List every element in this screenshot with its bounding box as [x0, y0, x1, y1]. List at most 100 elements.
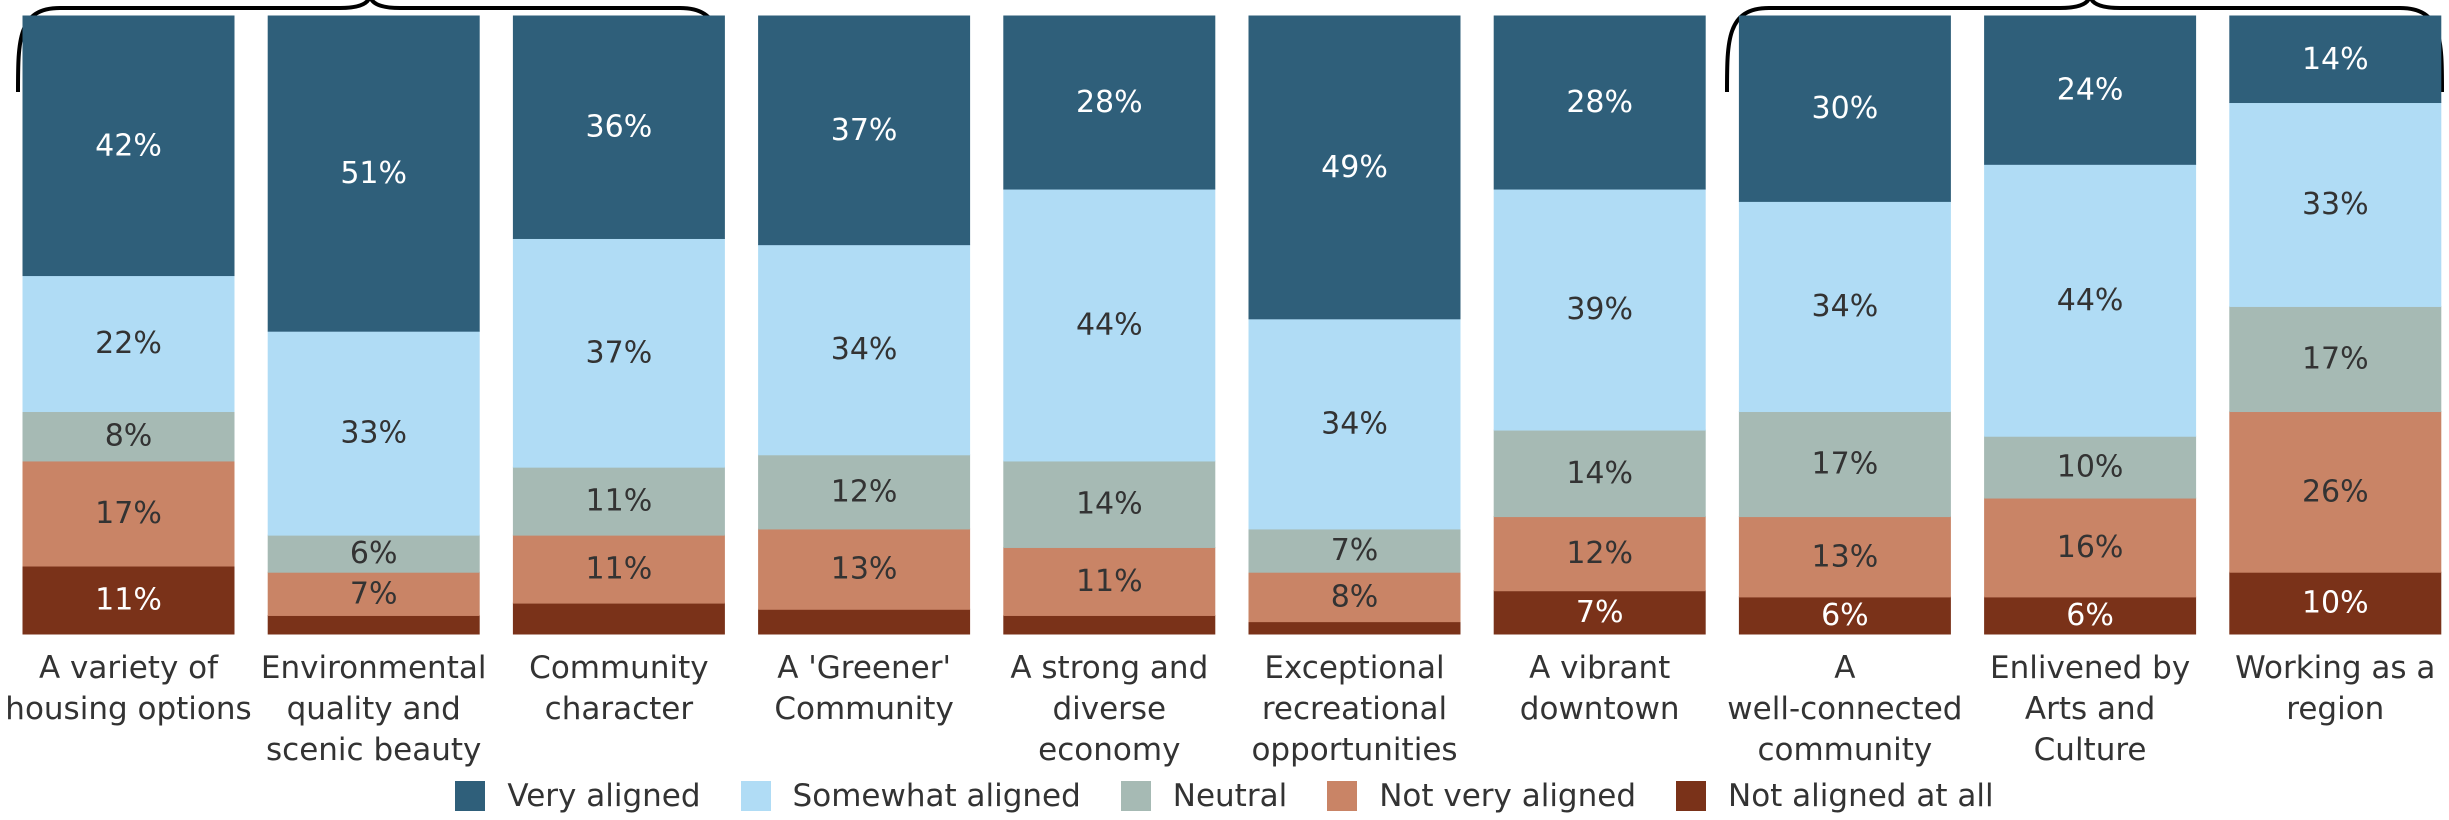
- bar-segment: [1738, 516, 1951, 598]
- data-label: 36%: [586, 110, 653, 145]
- legend-item: Very aligned: [455, 778, 701, 814]
- data-label: 44%: [1076, 308, 1143, 343]
- data-label: 28%: [1566, 85, 1633, 120]
- data-label: 33%: [340, 416, 407, 451]
- legend-swatch: [1120, 781, 1151, 811]
- bar-segment: [1003, 460, 1216, 548]
- bar-segment: [1003, 188, 1216, 462]
- bar-segment: [1248, 15, 1461, 320]
- data-label: 30%: [1812, 91, 1879, 126]
- data-label: 37%: [586, 335, 653, 370]
- bar-segment: [1493, 590, 1706, 635]
- bar-segment: [267, 330, 480, 536]
- data-label: 7%: [350, 576, 398, 611]
- bar-segment: [1003, 614, 1216, 635]
- bar-segment: [2229, 305, 2442, 413]
- data-label: 12%: [1566, 536, 1633, 571]
- bar-segment: [1248, 318, 1461, 530]
- bar-segment: [267, 15, 480, 332]
- data-label: 8%: [1331, 579, 1379, 614]
- bar-segment: [1984, 163, 2197, 437]
- bar-segment: [267, 534, 480, 573]
- data-label: 44%: [2057, 283, 2124, 318]
- data-label: 17%: [1812, 447, 1879, 482]
- x-tick-label: Exceptional recreational opportunities: [1251, 650, 1458, 768]
- bar-segment: [22, 275, 235, 413]
- data-label: 34%: [1321, 406, 1388, 441]
- bar-segment: [2229, 15, 2442, 104]
- legend-label: Very aligned: [507, 778, 701, 814]
- data-label: 8%: [105, 419, 153, 454]
- bar-segment: [512, 466, 725, 536]
- data-label: 17%: [2302, 341, 2369, 376]
- bar-segment: [1738, 411, 1951, 518]
- data-label: 11%: [1076, 564, 1143, 599]
- data-label: 6%: [2066, 598, 2114, 633]
- x-tick-label: Environmental quality and scenic beauty: [260, 650, 487, 768]
- legend-item: Not aligned at all: [1676, 778, 1994, 814]
- legend-label: Somewhat aligned: [792, 778, 1081, 814]
- bar-segment: [267, 614, 480, 635]
- bar-segment: [22, 411, 235, 462]
- data-label: 34%: [831, 332, 898, 367]
- x-tick-label: A vibrant downtown: [1519, 650, 1680, 727]
- bar-segment: [1738, 15, 1951, 202]
- bar-segment: [1003, 15, 1216, 190]
- data-label: 33%: [2302, 187, 2369, 222]
- data-label: 51%: [340, 156, 407, 191]
- bar-segment: [1984, 15, 2197, 165]
- bar-segment: [512, 237, 725, 468]
- data-label: 11%: [586, 552, 653, 587]
- data-label: 14%: [2302, 42, 2369, 77]
- data-label: 37%: [831, 113, 898, 148]
- x-tick-label: Community character: [529, 650, 709, 727]
- legend-swatch: [1327, 781, 1358, 811]
- bar-segment: [758, 15, 971, 246]
- bar-segment: [1984, 497, 2197, 598]
- bar-segment: [1984, 435, 2197, 499]
- bar-segment: [1248, 621, 1461, 635]
- bar-segment: [758, 608, 971, 635]
- data-label: 10%: [2057, 450, 2124, 485]
- bar-segment: [22, 15, 235, 277]
- legend-label: Neutral: [1172, 778, 1288, 814]
- legend-swatch: [455, 781, 486, 811]
- data-label: 13%: [1812, 539, 1879, 574]
- bar-segment: [2229, 102, 2442, 307]
- data-label: 17%: [95, 496, 162, 531]
- data-label: 14%: [1566, 456, 1633, 491]
- data-label: 14%: [1076, 487, 1143, 522]
- bar-segment: [1493, 429, 1706, 518]
- legend-item: Not very aligned: [1327, 778, 1636, 814]
- data-label: 49%: [1321, 150, 1388, 185]
- legend-swatch: [740, 781, 771, 811]
- data-label: 39%: [1566, 292, 1633, 327]
- bar-segment: [1738, 596, 1951, 635]
- data-label: 10%: [2302, 586, 2369, 621]
- x-tick-label: A 'Greener' Community: [774, 650, 954, 727]
- x-tick-label: Enlivened by Arts and Culture: [1990, 650, 2191, 768]
- bar-segment: [758, 528, 971, 610]
- data-label: 7%: [1576, 595, 1624, 630]
- data-label: 11%: [586, 484, 653, 519]
- legend-item: Somewhat aligned: [740, 778, 1081, 814]
- data-label: 34%: [1812, 289, 1879, 324]
- data-label: 26%: [2302, 474, 2369, 509]
- bar-segment: [2229, 411, 2442, 573]
- bar-segment: [1493, 15, 1706, 190]
- legend-swatch: [1676, 781, 1707, 811]
- x-tick-label: Working as a region: [2235, 650, 2436, 727]
- data-label: 6%: [1821, 598, 1869, 633]
- data-label: 28%: [1076, 85, 1143, 120]
- data-label: 7%: [1331, 533, 1379, 568]
- bar-segment: [1248, 528, 1461, 573]
- data-label: 24%: [2057, 73, 2124, 108]
- data-label: 22%: [95, 326, 162, 361]
- x-tick-label: A well-connected community: [1727, 650, 1963, 768]
- data-label: 42%: [95, 128, 162, 163]
- data-label: 16%: [2057, 530, 2124, 565]
- bar-segment: [512, 15, 725, 239]
- bar-segment: [2229, 571, 2442, 635]
- bar-segment: [1493, 188, 1706, 431]
